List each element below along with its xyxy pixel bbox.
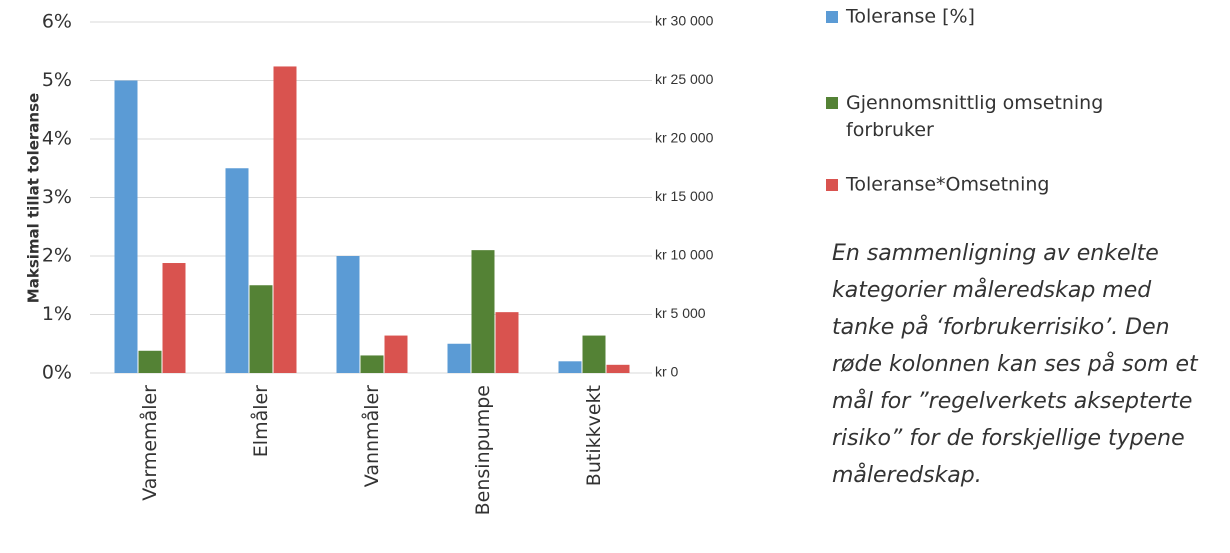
y-axis-label: Maksimal tillat toleranse bbox=[25, 93, 43, 303]
y-tick-label: 4% bbox=[42, 128, 72, 150]
bar bbox=[384, 335, 408, 373]
bar bbox=[447, 343, 471, 373]
x-tick-label: Butikkvekt bbox=[583, 385, 605, 486]
bar bbox=[582, 335, 606, 373]
bar bbox=[273, 66, 297, 374]
y2-tick-label: kr 10 000 bbox=[655, 247, 714, 263]
bar bbox=[336, 256, 360, 373]
legend-label: Toleranse [%] bbox=[845, 6, 975, 28]
caption-line: kategorier måleredskap med bbox=[832, 277, 1152, 303]
bar bbox=[162, 263, 186, 373]
y-tick-label: 5% bbox=[42, 69, 72, 91]
y-tick-label: 2% bbox=[42, 245, 72, 267]
bar bbox=[360, 355, 384, 373]
bar bbox=[606, 364, 630, 373]
y-tick-label: 1% bbox=[42, 303, 72, 325]
legend-label: Toleranse*Omsetning bbox=[845, 174, 1049, 196]
caption-line: tanke på ‘forbrukerrisiko’. Den bbox=[832, 314, 1170, 340]
caption-line: måleredskap. bbox=[832, 462, 982, 488]
x-tick-label: Bensinpumpe bbox=[472, 385, 494, 515]
caption-line: mål for ”regelverkets aksepterte bbox=[832, 388, 1192, 414]
y2-tick-label: kr 30 000 bbox=[655, 13, 714, 29]
y2-tick-label: kr 20 000 bbox=[655, 130, 714, 146]
y2-tick-label: kr 0 bbox=[655, 364, 679, 380]
y-tick-label: 6% bbox=[42, 11, 72, 33]
bar bbox=[558, 361, 582, 373]
y-tick-label: 0% bbox=[42, 362, 72, 384]
legend-label: Gjennomsnittlig omsetning forbruker bbox=[846, 92, 1103, 141]
caption-line: En sammenligning av enkelte bbox=[832, 241, 1159, 266]
bar bbox=[114, 80, 138, 373]
y2-tick-label: kr 25 000 bbox=[655, 71, 714, 87]
legend-swatch bbox=[826, 179, 838, 191]
caption-line: røde kolonnen kan ses på som et bbox=[832, 351, 1199, 377]
bar bbox=[249, 285, 273, 373]
bar bbox=[495, 312, 519, 373]
legend-swatch bbox=[826, 11, 838, 23]
y2-tick-label: kr 5 000 bbox=[655, 305, 706, 321]
legend-swatch bbox=[826, 97, 838, 109]
caption-line: risiko” for de forskjellige typene bbox=[832, 426, 1185, 451]
x-tick-label: Elmåler bbox=[249, 385, 272, 457]
bar bbox=[138, 350, 162, 373]
x-tick-label: Vannmåler bbox=[360, 385, 383, 487]
bar bbox=[225, 168, 249, 373]
y2-tick-label: kr 15 000 bbox=[655, 188, 714, 204]
y-tick-label: 3% bbox=[42, 186, 72, 208]
bar bbox=[471, 250, 495, 373]
x-tick-label: Varmemåler bbox=[138, 385, 161, 501]
